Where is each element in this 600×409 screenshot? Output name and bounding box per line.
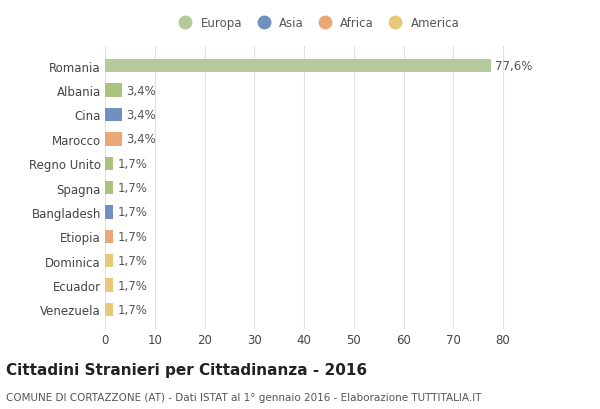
Text: 3,4%: 3,4% <box>126 109 155 121</box>
Text: 1,7%: 1,7% <box>118 230 148 243</box>
Text: Cittadini Stranieri per Cittadinanza - 2016: Cittadini Stranieri per Cittadinanza - 2… <box>6 362 367 377</box>
Bar <box>105 230 113 243</box>
Bar <box>105 60 491 73</box>
Bar <box>105 157 113 171</box>
Bar <box>105 133 122 146</box>
Text: 1,7%: 1,7% <box>118 255 148 267</box>
Bar <box>105 279 113 292</box>
Text: 77,6%: 77,6% <box>495 60 533 73</box>
Text: 3,4%: 3,4% <box>126 84 155 97</box>
Bar <box>105 84 122 98</box>
Text: 1,7%: 1,7% <box>118 303 148 316</box>
Bar <box>105 108 122 122</box>
Legend: Europa, Asia, Africa, America: Europa, Asia, Africa, America <box>170 13 463 34</box>
Text: 1,7%: 1,7% <box>118 182 148 195</box>
Text: 1,7%: 1,7% <box>118 157 148 170</box>
Text: 1,7%: 1,7% <box>118 279 148 292</box>
Text: 1,7%: 1,7% <box>118 206 148 219</box>
Bar <box>105 206 113 219</box>
Bar <box>105 303 113 317</box>
Bar <box>105 182 113 195</box>
Text: 3,4%: 3,4% <box>126 133 155 146</box>
Text: COMUNE DI CORTAZZONE (AT) - Dati ISTAT al 1° gennaio 2016 - Elaborazione TUTTITA: COMUNE DI CORTAZZONE (AT) - Dati ISTAT a… <box>6 392 482 402</box>
Bar <box>105 254 113 268</box>
